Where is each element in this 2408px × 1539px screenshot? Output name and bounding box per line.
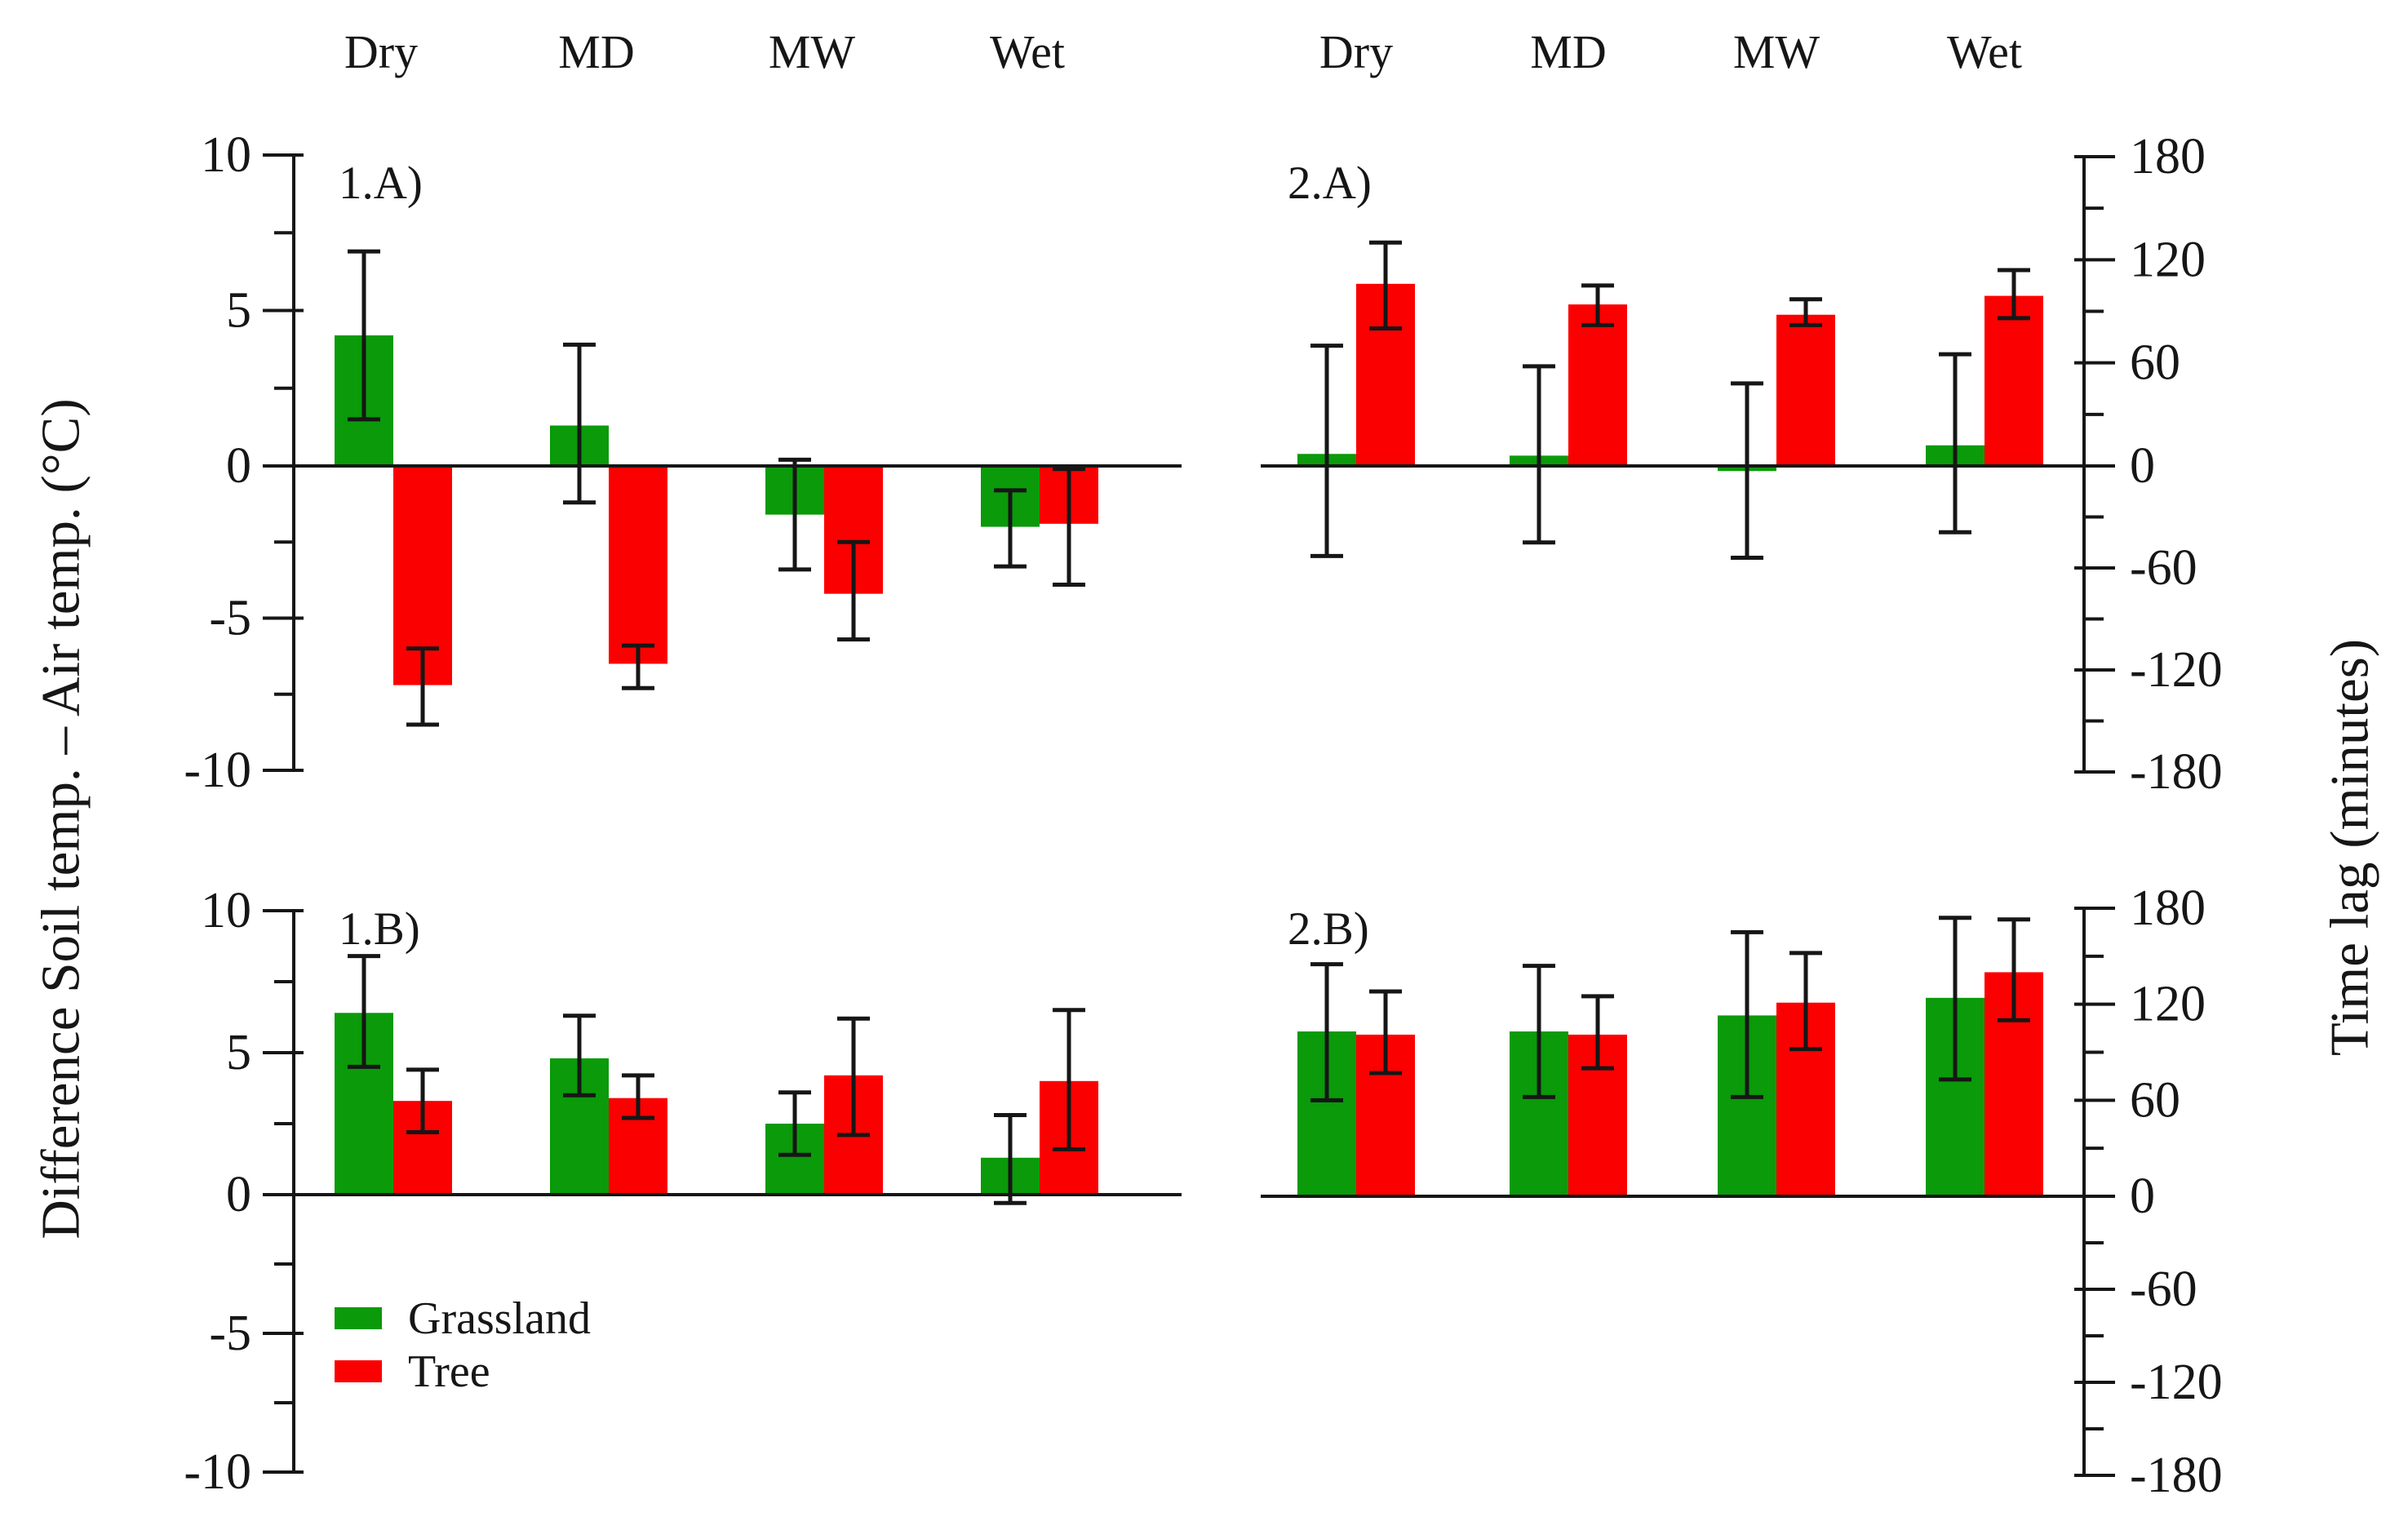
errorbar-1B-tree-dry	[406, 1067, 439, 1134]
ytick-label-2B-60: 60	[2130, 1072, 2180, 1128]
ytick-label-1B-5: 5	[226, 1025, 251, 1080]
errorbar-1A-tree-md	[622, 643, 654, 690]
legend-label-tree: Tree	[408, 1346, 490, 1397]
panel-1B: 10 5 0 -5 -10	[184, 883, 1182, 1500]
panel-label-2A: 2.A)	[1288, 157, 1372, 209]
errorbar-2A-tree-wet	[1998, 268, 2030, 321]
errorbar-2B-grassland-mw	[1731, 929, 1763, 1099]
ytick-label-2B-0: 0	[2130, 1169, 2155, 1224]
panel-label-2B: 2.B)	[1288, 903, 1369, 955]
ytick-label-2A--60: -60	[2130, 540, 2197, 596]
bar-2A-tree-mw	[1776, 314, 1835, 466]
column-label-left-dry: Dry	[344, 25, 419, 78]
errorbar-2B-grassland-md	[1523, 964, 1555, 1099]
ytick-label-2A--180: -180	[2130, 744, 2223, 800]
column-label-left-md: MD	[558, 25, 635, 78]
errorbar-2B-grassland-wet	[1939, 916, 1971, 1082]
legend-item-grassland: Grassland	[335, 1292, 591, 1345]
errorbar-1A-grassland-mw	[778, 457, 811, 572]
legend: Grassland Tree	[335, 1292, 591, 1398]
ytick-label-1B--10: -10	[184, 1444, 251, 1500]
ytick-label-2B--60: -60	[2130, 1262, 2197, 1317]
errorbar-2B-tree-wet	[1998, 917, 2030, 1022]
ytick-label-2B-180: 180	[2130, 880, 2206, 936]
ytick-label-2B-120: 120	[2130, 977, 2206, 1032]
errorbar-1A-tree-wet	[1053, 467, 1085, 587]
ytick-label-2B--120: -120	[2130, 1355, 2223, 1410]
errorbar-2A-grassland-mw	[1731, 381, 1763, 560]
errorbar-2B-tree-dry	[1369, 989, 1402, 1076]
errorbar-1B-grassland-mw	[778, 1090, 811, 1157]
column-label-right-wet: Wet	[1947, 25, 2022, 78]
column-label-right-mw: MW	[1732, 25, 1820, 78]
column-label-left-wet: Wet	[990, 25, 1065, 78]
errorbar-1B-grassland-wet	[994, 1113, 1027, 1205]
bar-1A-tree-md	[609, 466, 667, 664]
errorbar-2A-grassland-dry	[1310, 344, 1343, 558]
ytick-label-1A--5: -5	[209, 591, 251, 646]
errorbar-1A-grassland-wet	[994, 488, 1027, 569]
tree-swatch-icon	[335, 1360, 382, 1382]
errorbar-2A-grassland-wet	[1939, 352, 1971, 534]
ytick-label-1B--5: -5	[209, 1306, 251, 1361]
errorbar-1B-grassland-dry	[348, 954, 380, 1069]
errorbar-2A-tree-dry	[1369, 240, 1402, 331]
ytick-label-2A-120: 120	[2130, 232, 2206, 287]
bar-2A-tree-md	[1568, 304, 1627, 466]
ytick-label-2A--120: -120	[2130, 642, 2223, 698]
errorbar-2A-tree-mw	[1789, 297, 1822, 327]
bar-2A-tree-wet	[1984, 295, 2043, 466]
ytick-label-1A-0: 0	[226, 438, 251, 494]
column-label-right-md: MD	[1530, 25, 1607, 78]
column-label-left-mw: MW	[768, 25, 856, 78]
errorbar-2B-tree-md	[1581, 994, 1614, 1071]
left-y-axis-title: Difference Soil temp. – Air temp. (°C)	[30, 398, 91, 1240]
panel-1A: 10 5 0 -5 -10	[184, 127, 1182, 798]
errorbar-2A-tree-md	[1581, 283, 1614, 327]
legend-label-grassland: Grassland	[408, 1293, 591, 1344]
panel-label-1A: 1.A)	[339, 157, 423, 209]
errorbar-1B-tree-md	[622, 1073, 654, 1120]
errorbar-1A-tree-dry	[406, 646, 439, 727]
panel-2A: 180 120 60 0 -60 -120 -180	[1261, 129, 2223, 800]
ytick-label-1B-0: 0	[226, 1167, 251, 1222]
ytick-label-2B--180: -180	[2130, 1448, 2223, 1503]
errorbar-2B-tree-mw	[1789, 951, 1822, 1052]
errorbar-1B-tree-wet	[1053, 1008, 1085, 1151]
ytick-label-1A--10: -10	[184, 743, 251, 798]
errorbar-1A-grassland-dry	[348, 249, 380, 422]
grassland-swatch-icon	[335, 1307, 382, 1329]
errorbar-2B-grassland-dry	[1310, 962, 1343, 1102]
ytick-label-2A-0: 0	[2130, 438, 2155, 494]
column-label-right-dry: Dry	[1319, 25, 1394, 78]
ytick-label-1A-10: 10	[201, 127, 251, 183]
panel-2B: 180 120 60 0 -60 -120 -180	[1261, 880, 2223, 1503]
errorbar-1A-grassland-md	[563, 342, 596, 505]
legend-item-tree: Tree	[335, 1345, 591, 1398]
ytick-label-2A-60: 60	[2130, 335, 2180, 391]
errorbar-2A-grassland-md	[1523, 364, 1555, 545]
ytick-label-1B-10: 10	[201, 883, 251, 938]
ytick-label-1A-5: 5	[226, 283, 251, 339]
panel-label-1B: 1.B)	[339, 903, 420, 955]
errorbar-1B-grassland-md	[563, 1013, 596, 1098]
ytick-label-2A-180: 180	[2130, 129, 2206, 184]
errorbar-1B-tree-mw	[837, 1016, 870, 1138]
right-y-axis-title: Time lag (minutes)	[2319, 638, 2380, 1057]
errorbar-1A-tree-mw	[837, 539, 870, 642]
